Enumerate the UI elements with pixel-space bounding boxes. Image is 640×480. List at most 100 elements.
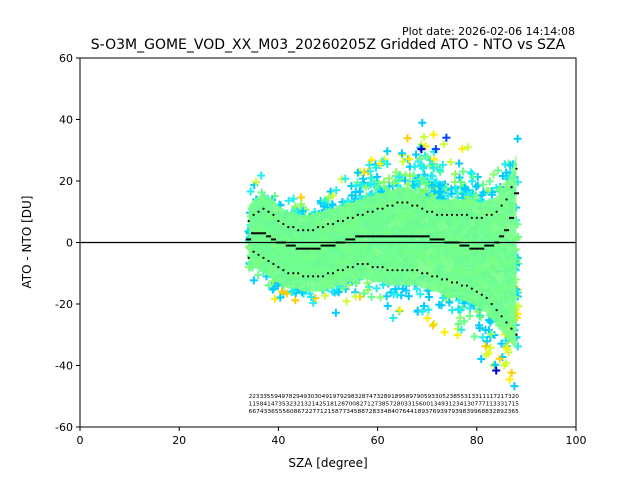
upper-sigma-point bbox=[510, 186, 513, 189]
data-point bbox=[321, 291, 330, 300]
data-point bbox=[438, 160, 447, 169]
data-point bbox=[404, 292, 413, 301]
data-point bbox=[358, 174, 367, 183]
lower-sigma-point bbox=[376, 266, 379, 269]
data-point bbox=[485, 177, 494, 186]
lower-sigma-point bbox=[436, 275, 439, 278]
upper-sigma-point bbox=[450, 213, 454, 216]
lower-sigma-point bbox=[386, 269, 389, 272]
data-point bbox=[418, 118, 427, 127]
lower-sigma-point bbox=[252, 250, 255, 253]
data-point bbox=[417, 145, 426, 154]
upper-sigma-point bbox=[470, 216, 473, 219]
lower-sigma-point bbox=[336, 269, 340, 272]
data-point bbox=[291, 296, 300, 305]
lower-sigma-point bbox=[351, 266, 354, 269]
data-point bbox=[418, 307, 427, 316]
y-tick-label: 0 bbox=[66, 237, 73, 250]
data-point bbox=[405, 155, 414, 164]
data-point bbox=[269, 284, 278, 293]
lower-sigma-point bbox=[465, 284, 468, 287]
upper-sigma-point bbox=[346, 216, 349, 219]
data-point bbox=[291, 202, 300, 211]
upper-sigma-point bbox=[262, 207, 265, 210]
lower-sigma-point bbox=[505, 321, 508, 324]
chart-title: S-O3M_GOME_VOD_XX_M03_20260205Z Gridded … bbox=[91, 37, 566, 53]
lower-sigma-point bbox=[510, 327, 513, 330]
data-point bbox=[332, 186, 341, 195]
upper-sigma-point bbox=[277, 219, 280, 223]
data-point bbox=[363, 286, 372, 295]
data-point bbox=[376, 159, 385, 168]
data-point bbox=[284, 196, 293, 205]
y-tick-label: -20 bbox=[55, 298, 73, 311]
lower-sigma-point bbox=[277, 266, 280, 269]
data-point bbox=[440, 328, 449, 337]
count-label-row: 1158414735323213214251812870082712738572… bbox=[249, 401, 519, 407]
data-point bbox=[455, 159, 464, 168]
lower-sigma-point bbox=[475, 290, 478, 293]
lower-sigma-point bbox=[416, 269, 419, 272]
data-point bbox=[491, 360, 500, 369]
x-tick-label: 0 bbox=[77, 434, 84, 447]
plot-date: Plot date: 2026-02-06 14:14:08 bbox=[402, 25, 575, 38]
data-point bbox=[482, 337, 491, 346]
data-point bbox=[389, 179, 398, 188]
data-point bbox=[466, 190, 475, 199]
data-point bbox=[416, 143, 425, 152]
data-point bbox=[445, 298, 454, 307]
y-tick-label: 40 bbox=[59, 114, 73, 127]
data-point bbox=[361, 183, 370, 192]
data-point bbox=[355, 187, 364, 196]
lower-sigma-point bbox=[272, 262, 275, 266]
lower-sigma-point bbox=[267, 259, 270, 263]
upper-sigma-point bbox=[455, 213, 459, 216]
lower-sigma-point bbox=[316, 275, 320, 278]
upper-sigma-point bbox=[356, 213, 359, 216]
data-point bbox=[412, 285, 421, 294]
data-point bbox=[347, 191, 356, 200]
lower-sigma-point bbox=[312, 275, 315, 278]
data-point bbox=[502, 343, 511, 352]
data-point bbox=[405, 171, 414, 180]
data-point bbox=[254, 270, 263, 279]
data-point bbox=[402, 286, 411, 295]
x-axis-ticks: 0 20 40 60 80 100 bbox=[77, 427, 587, 447]
upper-sigma-point bbox=[406, 201, 409, 204]
upper-sigma-point bbox=[386, 204, 389, 207]
lower-sigma-point bbox=[391, 269, 394, 272]
upper-sigma-point bbox=[326, 222, 330, 226]
upper-sigma-point bbox=[321, 226, 325, 229]
lower-sigma-point bbox=[297, 272, 300, 275]
data-point bbox=[384, 174, 393, 183]
data-point bbox=[479, 188, 488, 197]
upper-sigma-point bbox=[416, 204, 419, 207]
x-tick-label: 80 bbox=[470, 434, 484, 447]
data-point bbox=[369, 180, 378, 189]
data-point bbox=[428, 172, 437, 181]
lower-sigma-point bbox=[426, 272, 429, 275]
data-point bbox=[367, 156, 376, 165]
lower-sigma-point bbox=[361, 262, 364, 266]
upper-sigma-point bbox=[351, 216, 354, 219]
data-point bbox=[398, 157, 407, 166]
upper-sigma-point bbox=[267, 210, 270, 213]
data-point bbox=[417, 161, 426, 170]
upper-sigma-point bbox=[485, 213, 488, 216]
data-point bbox=[465, 304, 474, 313]
upper-sigma-point bbox=[436, 213, 439, 216]
upper-sigma-point bbox=[431, 210, 434, 213]
data-point bbox=[264, 281, 273, 290]
upper-sigma-point bbox=[331, 222, 335, 226]
data-point bbox=[430, 155, 439, 164]
data-point bbox=[476, 313, 485, 322]
data-point bbox=[328, 191, 337, 200]
y-axis-ticks: -60 -40 -20 0 20 40 60 bbox=[55, 52, 80, 434]
y-axis-label: ATO - NTO [DU] bbox=[20, 196, 34, 289]
data-point bbox=[297, 200, 306, 209]
data-point bbox=[439, 140, 448, 149]
upper-sigma-point bbox=[287, 226, 290, 229]
upper-sigma-point bbox=[426, 210, 429, 213]
data-point bbox=[420, 133, 429, 142]
data-point bbox=[252, 177, 261, 186]
